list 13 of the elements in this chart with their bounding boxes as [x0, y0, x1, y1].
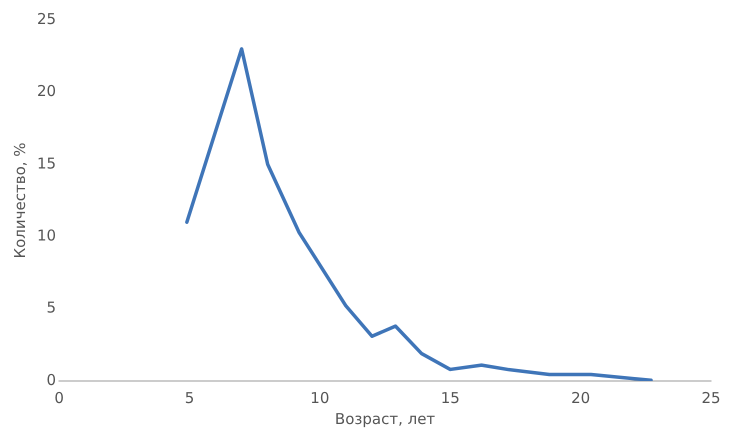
y-tick-label: 25 [36, 10, 56, 28]
y-axis-title: Количество, % [10, 142, 29, 259]
x-tick-label: 25 [701, 388, 721, 407]
y-tick-label: 0 [46, 370, 56, 389]
y-tick-label: 15 [36, 154, 56, 172]
x-tick-label: 5 [184, 388, 194, 407]
x-tick-label: 10 [310, 388, 330, 407]
x-tick-label: 20 [571, 388, 590, 407]
x-tick-label: 15 [440, 388, 460, 407]
y-tick-label: 20 [36, 82, 56, 100]
y-tick-label: 5 [46, 298, 56, 317]
y-tick-label: 10 [36, 226, 56, 244]
x-axis-title: Возраст, лет [334, 410, 436, 428]
